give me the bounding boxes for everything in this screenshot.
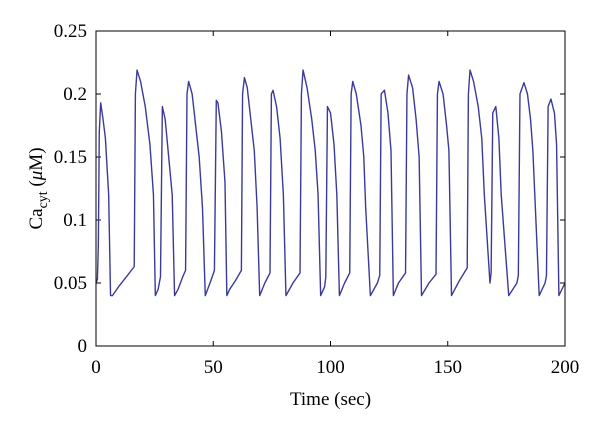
y-axis-label-unit-open: (: [26, 180, 47, 191]
y-tick-label: 0.05: [54, 273, 87, 294]
y-axis-label-mu: μ: [26, 171, 47, 182]
tick-labels: 0 50 100 150 200 0 0.05 0.1 0.15 0.2 0.25: [54, 21, 580, 378]
x-tick-label: 150: [434, 357, 463, 378]
y-axis-label-unit-rest: M): [26, 147, 47, 170]
series-line-ca-cyt: [95, 69, 566, 297]
y-tick-label: 0: [78, 336, 88, 357]
axis-ticks: [95, 30, 566, 347]
y-tick-label: 0.15: [54, 147, 87, 168]
x-tick-label: 100: [316, 357, 345, 378]
y-tick-label: 0.1: [63, 210, 87, 231]
y-axis-label: Cacyt (μM): [26, 147, 51, 229]
plot-frame: [95, 30, 566, 347]
x-axis-label: Time (sec): [290, 389, 371, 410]
x-tick-label: 0: [91, 357, 101, 378]
y-tick-label: 0.25: [54, 21, 87, 42]
y-tick-label: 0.2: [63, 84, 87, 105]
y-axis-label-subscript: cyt: [36, 191, 51, 208]
series-group: [95, 69, 566, 297]
x-tick-label: 50: [204, 357, 223, 378]
x-tick-label: 200: [551, 357, 580, 378]
y-axis-label-base: Ca: [26, 208, 47, 230]
